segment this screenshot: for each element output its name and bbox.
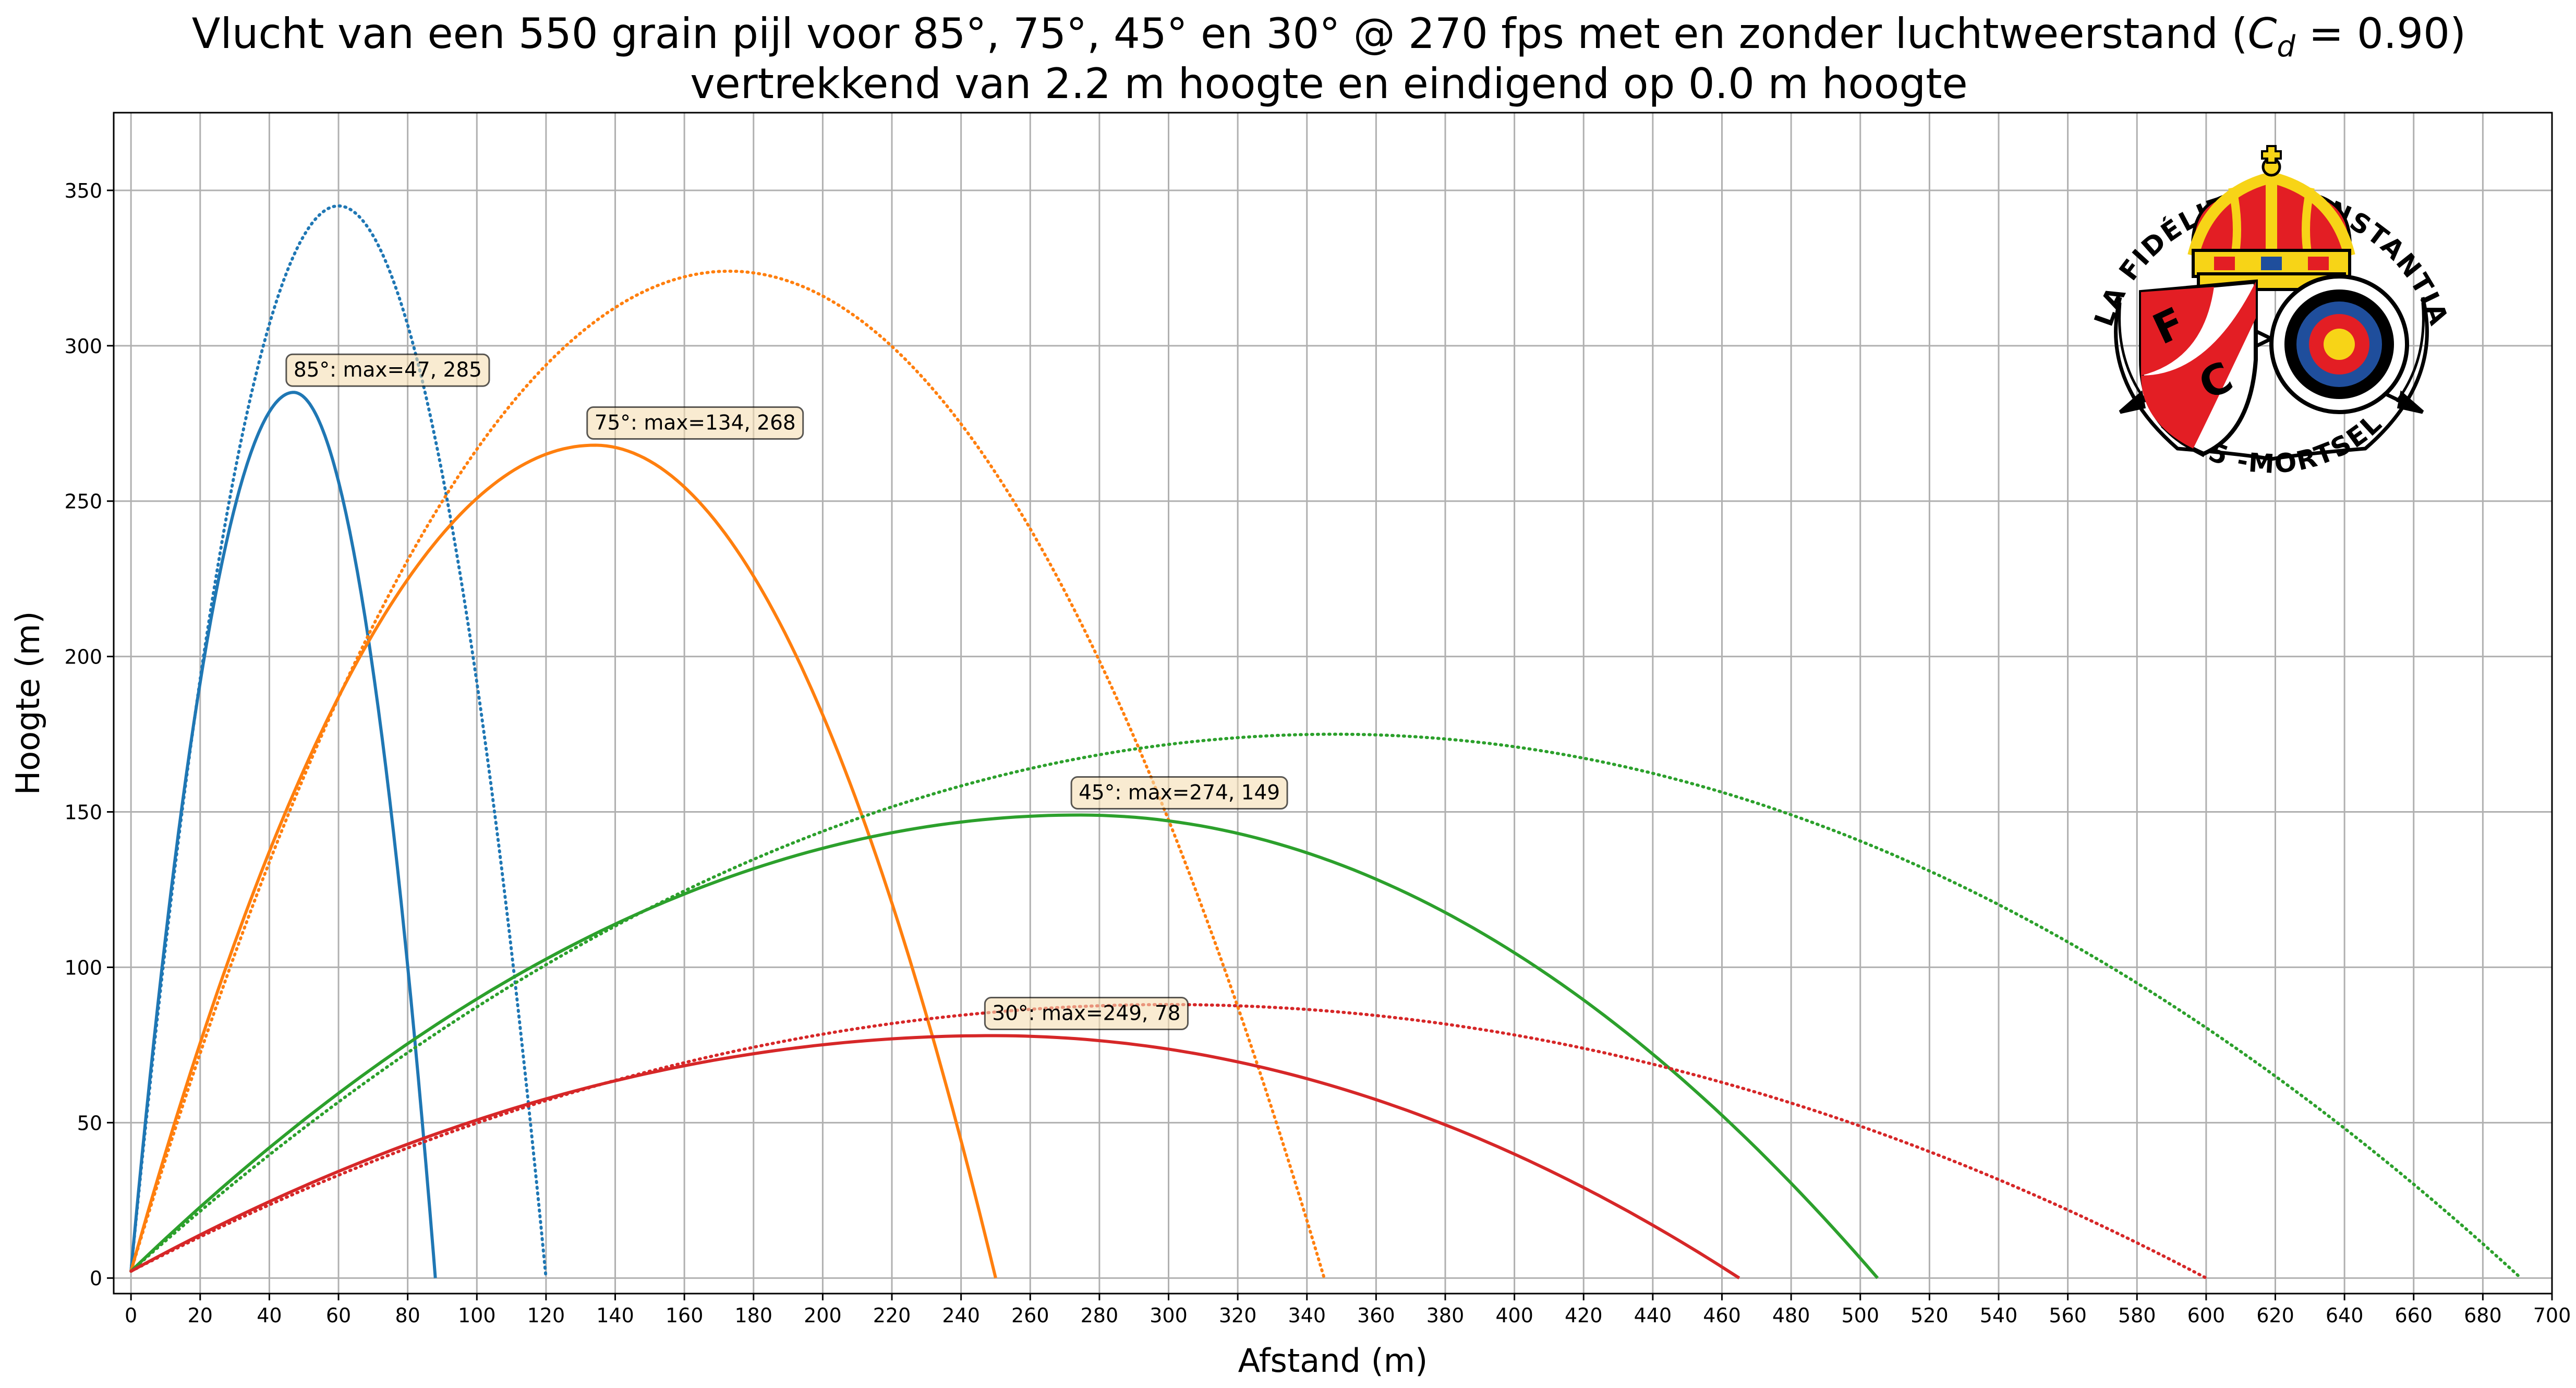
y-tick-label: 250 — [64, 490, 102, 513]
annotation-box — [1070, 776, 1288, 810]
annotation-text: 85°: max=47, 285 — [294, 358, 482, 382]
annotation-box — [285, 353, 490, 387]
grid — [114, 113, 2553, 1294]
y-tick-label: 0 — [90, 1267, 102, 1290]
x-tick-label: 20 — [188, 1304, 213, 1327]
x-tick-label: 680 — [2464, 1304, 2502, 1327]
x-tick-label: 100 — [458, 1304, 496, 1327]
x-tick-label: 80 — [395, 1304, 420, 1327]
x-tick-label: 420 — [1565, 1304, 1603, 1327]
x-tick-label: 440 — [1634, 1304, 1672, 1327]
annotation-30: 30°: max=249, 78 — [984, 996, 1189, 1030]
x-tick-label: 620 — [2256, 1304, 2294, 1327]
x-tick-label: 460 — [1703, 1304, 1741, 1327]
annotation-75: 75°: max=134, 268 — [586, 406, 804, 440]
annotation-text: 30°: max=249, 78 — [992, 1001, 1180, 1025]
y-tick-label: 150 — [64, 801, 102, 824]
x-tick-label: 340 — [1288, 1304, 1326, 1327]
x-tick-label: 360 — [1357, 1304, 1395, 1327]
x-tick-label: 520 — [1910, 1304, 1949, 1327]
series-85-with-drag — [129, 391, 437, 1278]
series-45-with-drag — [130, 813, 1879, 1280]
x-tick-label: 160 — [666, 1304, 704, 1327]
x-tick-label: 660 — [2394, 1304, 2433, 1327]
x-tick-label: 560 — [2049, 1304, 2087, 1327]
chart-title-line-1: Vlucht van een 550 grain pijl voor 85°, … — [192, 9, 2466, 64]
x-tick-label: 280 — [1081, 1304, 1119, 1327]
annotation-text: 75°: max=134, 268 — [595, 411, 796, 434]
series-layer — [129, 204, 2523, 1280]
chart-title-line-2: vertrekkend van 2.2 m hoogte en eindigen… — [690, 59, 1968, 108]
x-tick-label: 640 — [2326, 1304, 2364, 1327]
x-tick-label: 700 — [2533, 1304, 2571, 1327]
x-tick-label: 580 — [2118, 1304, 2156, 1327]
x-tick-label: 500 — [1841, 1304, 1879, 1327]
y-tick-label: 100 — [64, 956, 102, 979]
x-tick-label: 320 — [1219, 1304, 1257, 1327]
annotations: 85°: max=47, 285 75°: max=134, 268 45°: ma… — [285, 353, 1288, 1030]
series-45-no-drag — [129, 732, 2523, 1280]
plot-frame — [113, 112, 2553, 1295]
x-tick-label: 120 — [527, 1304, 565, 1327]
x-tick-label: 180 — [735, 1304, 773, 1327]
x-tick-label: 60 — [326, 1304, 351, 1327]
x-tick-label: 140 — [596, 1304, 634, 1327]
annotation-text: 45°: max=274, 149 — [1079, 781, 1280, 804]
x-tick-label: 600 — [2187, 1304, 2226, 1327]
crown-icon — [2187, 145, 2355, 291]
annotation-box — [984, 996, 1189, 1030]
ticks: 0 20 40 60 80 100 120 140 160 180 200 220 240 260 280 3… — [64, 179, 2571, 1327]
y-tick-label: 300 — [64, 335, 102, 358]
archery-target-icon — [2269, 274, 2409, 414]
x-tick-label: 260 — [1011, 1304, 1049, 1327]
x-tick-label: 220 — [873, 1304, 911, 1327]
x-tick-label: 200 — [804, 1304, 842, 1327]
x-tick-label: 400 — [1495, 1304, 1533, 1327]
y-axis-label: Hoogte (m) — [9, 611, 47, 795]
y-tick-label: 200 — [64, 646, 102, 669]
x-tick-label: 540 — [1980, 1304, 2018, 1327]
club-logo: LA FIDÉLITÉ - CONSTANTIA 1825 -MORTSEL — [2088, 145, 2453, 479]
annotation-45: 45°: max=274, 149 — [1070, 776, 1288, 810]
series-75-with-drag — [129, 443, 997, 1278]
x-tick-label: 0 — [125, 1304, 137, 1327]
x-tick-label: 300 — [1150, 1304, 1188, 1327]
annotation-85: 85°: max=47, 285 — [285, 353, 490, 387]
x-tick-label: 40 — [257, 1304, 282, 1327]
annotation-box — [586, 406, 804, 440]
x-tick-label: 240 — [942, 1304, 980, 1327]
y-tick-label: 350 — [64, 179, 102, 202]
series-30-with-drag — [130, 1034, 1740, 1280]
x-tick-label: 380 — [1426, 1304, 1465, 1327]
series-75-no-drag — [129, 269, 1326, 1280]
x-tick-label: 480 — [1772, 1304, 1810, 1327]
x-axis-label: Afstand (m) — [1238, 1342, 1428, 1380]
y-tick-label: 50 — [77, 1112, 102, 1134]
shield-icon: F C — [2139, 279, 2258, 456]
